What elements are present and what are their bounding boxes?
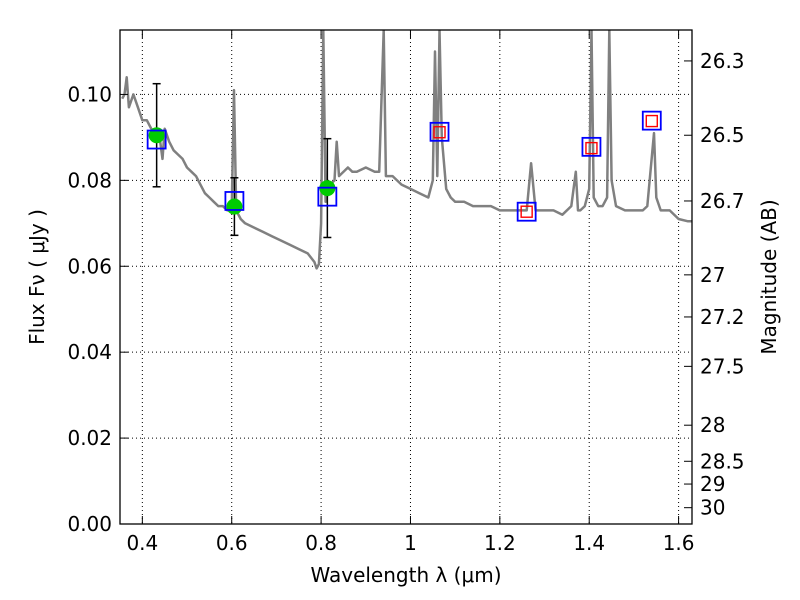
y-tick-label: 0.08	[67, 168, 112, 192]
predicted-flux-box	[433, 126, 446, 139]
photometry-points	[146, 82, 662, 239]
y2-tick-label: 27	[700, 263, 725, 287]
y-tick-label: 0.02	[67, 426, 112, 450]
model-flux-box	[581, 136, 602, 157]
y2-tick-label: 30	[700, 496, 725, 520]
plot-frame	[119, 29, 693, 525]
y2-tick-label: 28	[700, 413, 725, 437]
y2-tick-label: 26.7	[700, 189, 745, 213]
predicted-flux-box	[585, 141, 598, 155]
sed-template	[121, 30, 692, 270]
x-tick-label: 0.6	[216, 531, 248, 555]
model-flux-box	[516, 201, 537, 222]
y-axis-label: Flux Fν ( μJy )	[25, 209, 49, 345]
y2-tick-label: 27.5	[700, 354, 745, 378]
model-flux-box	[317, 186, 338, 207]
model-flux-box	[224, 191, 245, 211]
x-tick-label: 1.2	[484, 531, 516, 555]
y-tick-label: 0.06	[67, 254, 112, 278]
sed-line	[121, 30, 692, 270]
y2-tick-label: 29	[700, 472, 725, 496]
y2-tick-label: 26.3	[700, 49, 745, 73]
y2-tick-label: 26.5	[700, 123, 745, 147]
model-flux-box	[146, 129, 167, 150]
y2-axis-label: Magnitude (AB)	[757, 199, 781, 354]
model-flux-box	[641, 110, 662, 131]
x-tick-label: 0.4	[126, 531, 158, 555]
x-tick-label: 0.8	[305, 531, 337, 555]
y2-tick-label: 27.2	[700, 305, 745, 329]
y-tick-label: 0.04	[67, 340, 112, 364]
x-tick-label: 1.4	[573, 531, 605, 555]
y-tick-label: 0.10	[67, 82, 112, 106]
axes-ticks: 0.4 0.6 0.8 1 1.2 1.4 1.6 0.00 0.02 0.04 0.06 0.08 0…	[67, 30, 745, 555]
model-flux-box	[429, 121, 450, 142]
x-axis-label: Wavelength λ (μm)	[310, 563, 501, 587]
x-tick-label: 1.6	[663, 531, 695, 555]
observed-point	[226, 198, 243, 215]
predicted-flux-box	[645, 114, 658, 128]
grid	[120, 30, 692, 525]
y2-tick-label: 28.5	[700, 449, 745, 473]
predicted-flux-box	[520, 205, 533, 218]
y-tick-label: 0.00	[67, 512, 112, 536]
x-tick-label: 1	[404, 531, 417, 555]
